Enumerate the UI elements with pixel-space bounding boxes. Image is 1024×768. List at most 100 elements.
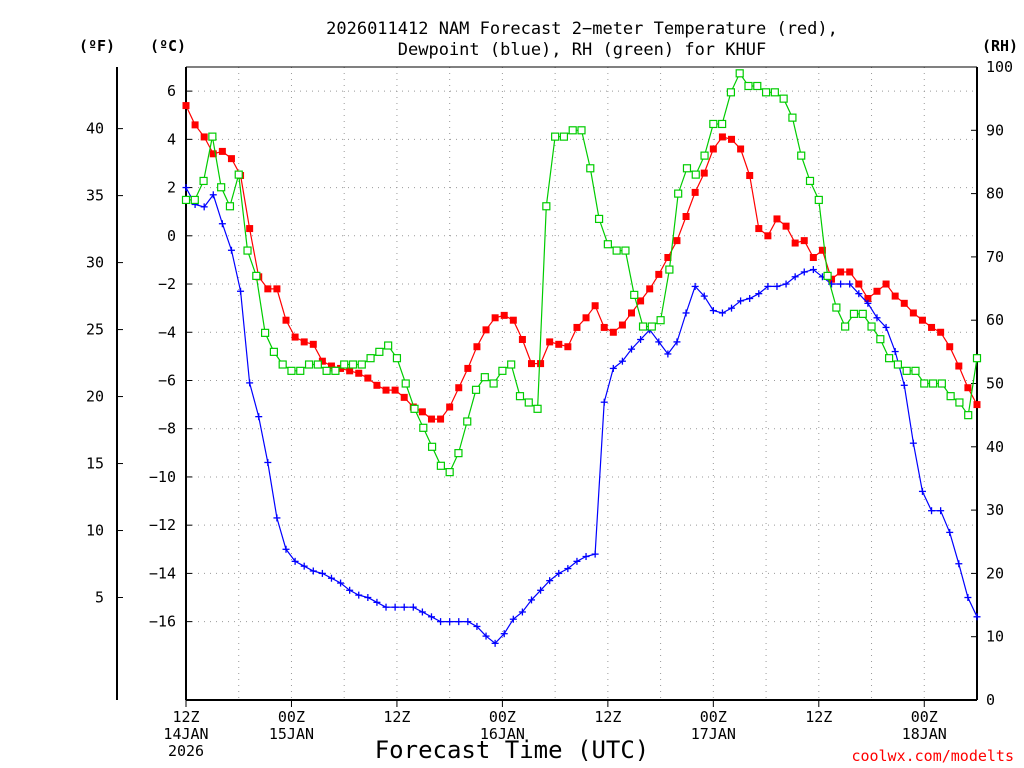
rh-point (612, 246, 621, 255)
dewpoint-point (473, 622, 481, 630)
temperature-point (300, 338, 308, 346)
temperature-point (482, 326, 490, 334)
temperature-point (227, 155, 235, 163)
temperature-point (946, 343, 954, 351)
rh-point (515, 392, 525, 401)
axes: 6420−2−4−6−8−10−12−14−164035302520151051… (86, 58, 1013, 760)
celsius-tick-label: −14 (149, 564, 176, 582)
rh-point (261, 328, 270, 337)
temperature-point (909, 309, 917, 317)
rh-point (849, 309, 859, 318)
temperature-point (182, 102, 190, 110)
rh-point (594, 214, 604, 224)
rh-point (638, 322, 648, 331)
rh-tick-label: 90 (986, 121, 1004, 139)
dewpoint-point (500, 630, 508, 638)
rh-tick-label: 70 (986, 248, 1004, 266)
dewpoint-point (218, 220, 226, 228)
temperature-point (800, 237, 808, 245)
rh-point (902, 366, 911, 375)
rh-point (568, 126, 577, 135)
dewpoint-point (273, 514, 281, 522)
temperature-point (864, 294, 872, 302)
temperature-point (246, 225, 254, 233)
dewpoint-point (509, 615, 517, 623)
rh-point (893, 360, 903, 369)
rh-point (322, 366, 331, 375)
temperature-point (364, 374, 372, 382)
rh-point (735, 69, 744, 78)
dewpoint-point (246, 379, 254, 387)
x-axis-label: Forecast Time (UTC) (375, 736, 650, 764)
rh-point (278, 360, 287, 369)
rh-point (858, 309, 867, 318)
celsius-tick-label: 2 (167, 179, 176, 197)
dewpoint-point (300, 562, 308, 570)
dewpoint-point (182, 184, 190, 192)
dewpoint-point (891, 348, 899, 356)
dewpoint-point (673, 338, 681, 346)
dewpoint-point (291, 557, 299, 565)
rh-point (630, 290, 639, 299)
dewpoint-point (918, 487, 926, 495)
temperature-point (209, 150, 217, 158)
temperature-point (373, 381, 381, 389)
dewpoint-point (737, 297, 745, 305)
dewpoint-point (855, 290, 863, 298)
celsius-tick-label: −8 (158, 420, 176, 438)
dewpoint-point (582, 553, 590, 561)
temperature-point (918, 316, 926, 324)
celsius-tick-label: −12 (149, 516, 176, 534)
rh-point (471, 385, 481, 394)
series (181, 69, 982, 647)
rh-point (726, 88, 736, 97)
temperature-point (500, 311, 508, 319)
rh-point (419, 423, 428, 432)
gridlines (186, 67, 977, 700)
rh-point (533, 404, 542, 413)
dewpoint-point (400, 603, 408, 611)
temperature-point (582, 314, 590, 322)
rh-point (946, 392, 955, 401)
rh-point (410, 404, 419, 413)
rh-point (832, 303, 841, 312)
temperature-point (891, 292, 899, 300)
temperature-point (837, 268, 845, 276)
rh-point (937, 379, 946, 388)
dewpoint-point (618, 357, 626, 365)
rh-point (498, 366, 507, 375)
fahrenheit-tick-label: 25 (86, 321, 104, 339)
rh-point (199, 176, 208, 186)
rh-tick-label: 20 (986, 564, 1004, 582)
dewpoint-point (691, 282, 699, 290)
dewpoint-point (700, 292, 708, 300)
rh-point (744, 81, 753, 91)
dewpoint-point (373, 598, 381, 606)
dewpoint-point (327, 574, 335, 582)
temperature-point (218, 147, 226, 155)
x-tick-label: 12Z (805, 708, 832, 726)
rh-point (225, 202, 235, 211)
dewpoint-point (382, 603, 390, 611)
x-tick-label: 16JAN (480, 725, 525, 743)
dewpoint-point (664, 350, 672, 358)
fahrenheit-tick-label: 40 (86, 120, 104, 138)
rh-tick-label: 40 (986, 438, 1004, 456)
rh-point (252, 271, 261, 280)
x-tick-label: 12Z (594, 708, 621, 726)
rh-point (217, 183, 226, 192)
temperature-point (609, 328, 617, 336)
rh-point (928, 379, 938, 388)
dewpoint-point (209, 191, 217, 199)
temperature-point (191, 121, 199, 129)
rh-point (972, 354, 982, 363)
dewpoint-point (409, 603, 417, 611)
rh-point (814, 195, 823, 205)
rh-point (867, 322, 876, 331)
rh-point (885, 354, 894, 363)
dewpoint-series-line (185, 187, 978, 645)
dewpoint-point (482, 632, 490, 640)
temperature-point (537, 360, 545, 368)
temperature-point (455, 384, 463, 392)
rh-point (313, 360, 322, 369)
